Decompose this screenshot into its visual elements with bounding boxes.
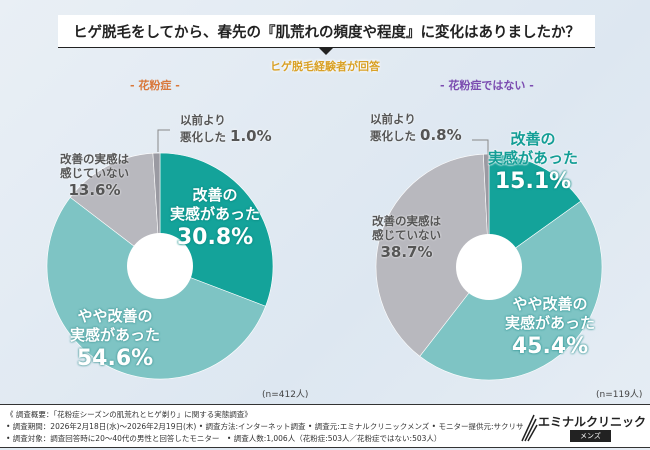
footer-line-2: • 調査期間：2026年2月18日(水)～2026年2月19日(木) • 調査方…	[6, 422, 524, 431]
pie-hayfever	[46, 152, 274, 380]
sample-size-left: (n=412人)	[262, 390, 309, 400]
donut-hole	[127, 233, 193, 299]
label-none-left: 改善の実感は 感じていない 13.6%	[60, 152, 129, 199]
clinic-logo: エミナルクリニック メンズ	[520, 411, 646, 443]
title-pointer	[319, 48, 333, 55]
footer-line-1: 《 調査概要：「花粉症シーズンの肌荒れとヒゲ剃り」に関する実態調査》	[6, 410, 252, 419]
survey-footer: 《 調査概要：「花粉症シーズンの肌荒れとヒゲ剃り」に関する実態調査》 • 調査期…	[0, 404, 650, 448]
slice-no-improvement	[375, 153, 490, 357]
group-title-no-hayfever: - 花粉症ではない -	[440, 79, 534, 92]
label-worse-left: 以前より 悪化した 1.0%	[180, 113, 272, 146]
subtitle: ヒゲ脱毛経験者が回答	[270, 60, 380, 73]
label-worse-right: 以前より 悪化した 0.8%	[370, 112, 462, 145]
page-title: ヒゲ脱毛をしてから、春先の『肌荒れの頻度や程度』に変化はありましたか？	[58, 15, 595, 48]
pie-no-hayfever	[375, 153, 603, 381]
logo-sub: メンズ	[570, 430, 611, 442]
logo-name: エミナルクリニック	[538, 415, 647, 429]
label-somewhat-left: やや改善の 実感があった 54.6%	[70, 307, 161, 371]
sample-size-right: (n=119人)	[596, 390, 643, 400]
slice-no-improvement	[69, 152, 161, 267]
logo-mark-icon	[521, 414, 538, 442]
leader-line-right	[472, 139, 489, 155]
label-none-right: 改善の実感は 感じていない 38.7%	[372, 214, 441, 261]
group-title-hayfever: - 花粉症 -	[130, 79, 180, 92]
footer-line-3: • 調査対象：調査回答時に20～40代の男性と回答したモニター • 調査人数:1…	[6, 434, 442, 443]
label-improved-left: 改善の 実感があった 30.8%	[170, 186, 261, 250]
label-improved-right: 改善の 実感があった 15.1%	[488, 130, 579, 194]
donut-hole	[456, 234, 522, 300]
slice-improved	[488, 153, 582, 268]
leader-line-left	[157, 129, 170, 152]
label-somewhat-right: やや改善の 実感があった 45.4%	[505, 295, 596, 359]
